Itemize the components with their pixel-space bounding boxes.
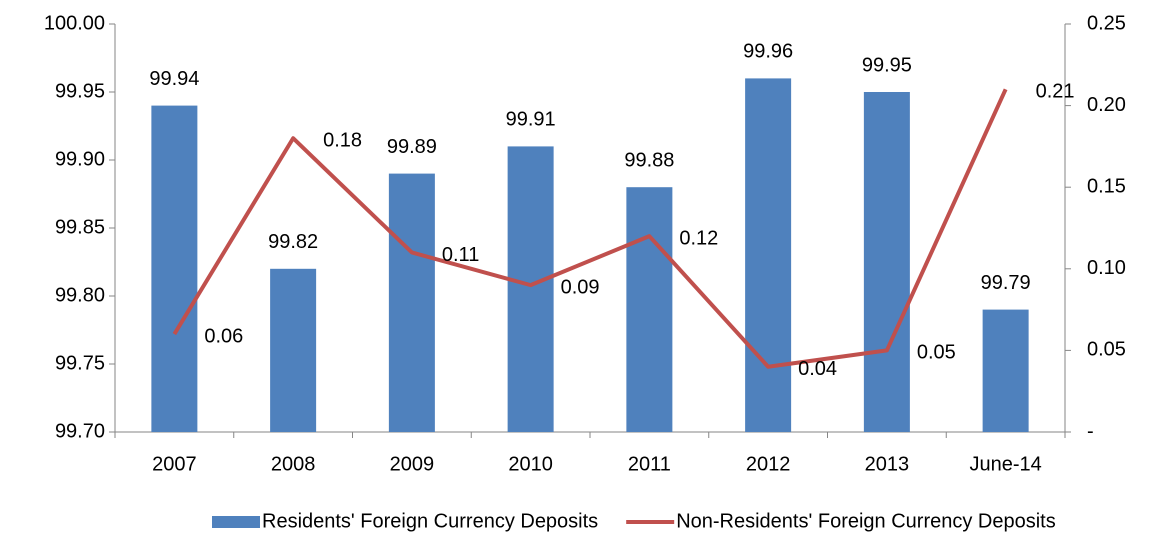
x-tick-label: 2013 bbox=[865, 453, 910, 475]
x-tick-label: 2010 bbox=[508, 453, 553, 475]
bar-value-label: 99.82 bbox=[268, 231, 318, 253]
x-tick-label: 2009 bbox=[390, 453, 435, 475]
bar-value-label: 99.91 bbox=[506, 109, 556, 131]
y-tick-label: 99.95 bbox=[55, 80, 105, 102]
y-tick-label: 99.75 bbox=[55, 352, 105, 374]
x-tick-label: 2012 bbox=[746, 453, 791, 475]
x-tick-label: 2011 bbox=[628, 453, 671, 475]
legend-label: Non-Residents' Foreign Currency Deposits bbox=[676, 510, 1056, 532]
line-value-label: 0.04 bbox=[798, 358, 837, 380]
bar bbox=[982, 309, 1029, 432]
bar-value-label: 99.88 bbox=[624, 149, 674, 171]
bar-value-label: 99.94 bbox=[149, 68, 199, 90]
y2-tick-label: 0.05 bbox=[1087, 339, 1126, 361]
y-tick-label: 99.80 bbox=[55, 284, 105, 306]
line-value-label: 0.11 bbox=[442, 244, 479, 266]
x-tick-label: 2008 bbox=[271, 453, 316, 475]
bar bbox=[388, 173, 435, 432]
y2-tick-label: 0.15 bbox=[1087, 175, 1126, 197]
y2-tick-label: - bbox=[1087, 420, 1094, 442]
x-tick-label: June-14 bbox=[969, 453, 1041, 475]
bar-value-label: 99.79 bbox=[981, 272, 1031, 294]
x-tick-label: 2007 bbox=[152, 453, 197, 475]
y-tick-label: 100.00 bbox=[44, 12, 105, 34]
bar-value-label: 99.89 bbox=[387, 136, 437, 158]
line bbox=[172, 88, 1008, 369]
bar-value-label: 99.96 bbox=[743, 41, 793, 63]
y2-tick-label: 0.10 bbox=[1087, 257, 1126, 279]
line-value-label: 0.18 bbox=[323, 130, 362, 152]
line-value-label: 0.09 bbox=[561, 276, 600, 298]
legend-label: Residents' Foreign Currency Deposits bbox=[262, 510, 598, 532]
bar bbox=[626, 187, 673, 432]
bar bbox=[507, 146, 554, 432]
bar bbox=[270, 268, 317, 432]
bar bbox=[863, 92, 910, 432]
bar bbox=[151, 105, 198, 432]
bar bbox=[745, 78, 792, 433]
line-value-label: 0.12 bbox=[679, 227, 718, 249]
y2-tick-label: 0.25 bbox=[1087, 12, 1126, 34]
bar-value-label: 99.95 bbox=[862, 54, 912, 76]
line-value-label: 0.21 bbox=[1036, 81, 1075, 103]
y-tick-label: 99.90 bbox=[55, 148, 105, 170]
y-tick-label: 99.70 bbox=[55, 420, 105, 442]
y-tick-label: 99.85 bbox=[55, 216, 105, 238]
legend-swatch bbox=[212, 516, 260, 528]
line-value-label: 0.05 bbox=[917, 342, 956, 364]
line-value-label: 0.06 bbox=[204, 325, 243, 347]
y2-tick-label: 0.20 bbox=[1087, 94, 1126, 116]
